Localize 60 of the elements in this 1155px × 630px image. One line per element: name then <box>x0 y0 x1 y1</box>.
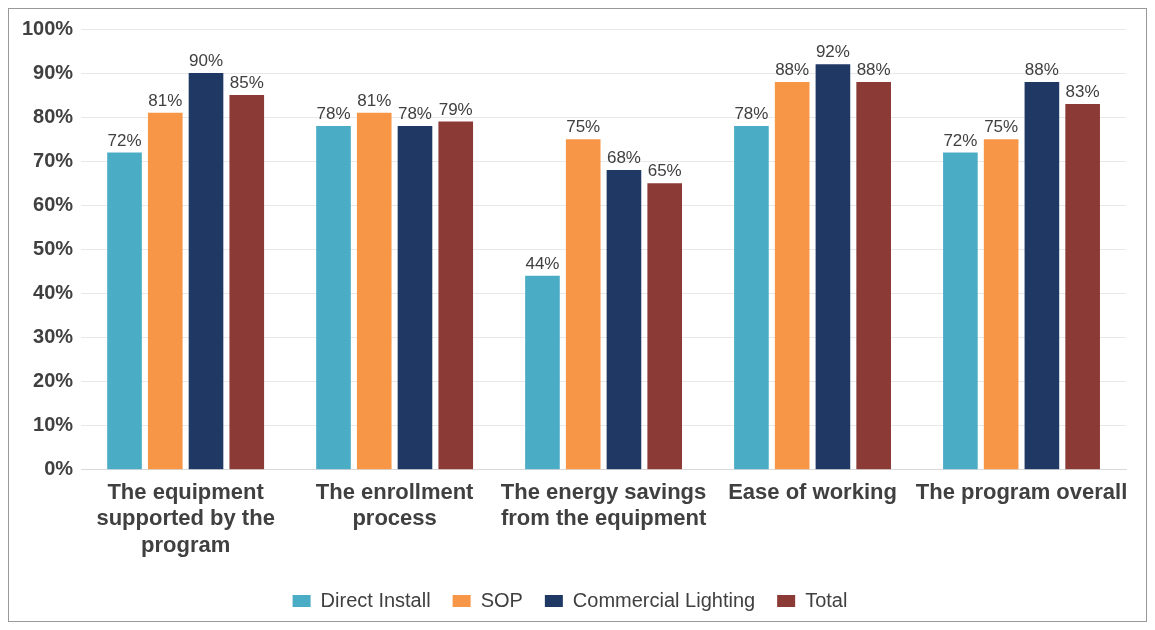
legend-label: Total <box>805 588 848 611</box>
bar <box>188 73 224 470</box>
data-label: 75% <box>984 117 1019 137</box>
x-tick-label: The program overall <box>915 479 1128 505</box>
y-tick-label: 90% <box>33 60 74 83</box>
data-label: 79% <box>438 99 473 119</box>
data-label: 78% <box>734 104 769 124</box>
data-label: 88% <box>856 60 891 80</box>
bar <box>943 152 978 470</box>
bar <box>107 152 142 470</box>
data-label: 72% <box>943 130 978 150</box>
data-label: 92% <box>815 42 850 62</box>
legend-label: Direct Install <box>320 588 431 611</box>
bar <box>774 81 810 470</box>
data-label: 85% <box>229 73 264 93</box>
bar <box>647 183 683 470</box>
y-tick-label: 20% <box>33 369 74 392</box>
bar <box>438 121 474 470</box>
bar <box>525 275 560 470</box>
y-tick-label: 50% <box>33 236 74 259</box>
data-label: 90% <box>189 51 224 71</box>
legend-label: Commercial Lighting <box>572 588 756 611</box>
y-tick-label: 80% <box>33 104 74 127</box>
x-tick-label: The enrollment process <box>315 479 475 531</box>
y-tick-label: 70% <box>33 148 74 171</box>
data-label: 88% <box>1024 60 1059 80</box>
data-label: 44% <box>525 254 560 274</box>
bar <box>983 139 1019 470</box>
x-tick-label: The equipment supported by the program <box>96 479 275 557</box>
data-label: 65% <box>647 161 682 181</box>
data-label: 72% <box>107 130 142 150</box>
bar <box>606 170 642 470</box>
bar <box>356 112 392 470</box>
data-label: 81% <box>357 90 392 110</box>
data-label: 68% <box>606 148 641 168</box>
bar <box>565 139 601 470</box>
y-tick-label: 10% <box>33 413 74 436</box>
legend-label: SOP <box>480 588 523 611</box>
y-tick-label: 0% <box>44 457 74 480</box>
bar <box>397 125 433 470</box>
data-label: 88% <box>775 60 810 80</box>
y-tick-label: 30% <box>33 325 74 348</box>
bar <box>734 125 769 470</box>
bar <box>815 64 851 470</box>
y-tick-label: 60% <box>33 192 74 215</box>
bar <box>1065 103 1100 470</box>
bar <box>229 95 265 470</box>
data-label: 75% <box>566 117 601 137</box>
x-tick-label: The energy savings from the equipment <box>500 479 707 531</box>
data-label: 83% <box>1065 82 1100 102</box>
bar <box>856 81 891 470</box>
data-label: 78% <box>316 104 351 124</box>
y-tick-label: 40% <box>33 281 74 303</box>
y-tick-label: 100% <box>22 16 74 39</box>
data-label: 81% <box>148 90 183 110</box>
bar <box>316 125 351 470</box>
bar <box>1024 81 1060 470</box>
data-label: 78% <box>397 104 432 124</box>
bar <box>147 112 183 470</box>
x-tick-label: Ease of working <box>728 479 897 505</box>
